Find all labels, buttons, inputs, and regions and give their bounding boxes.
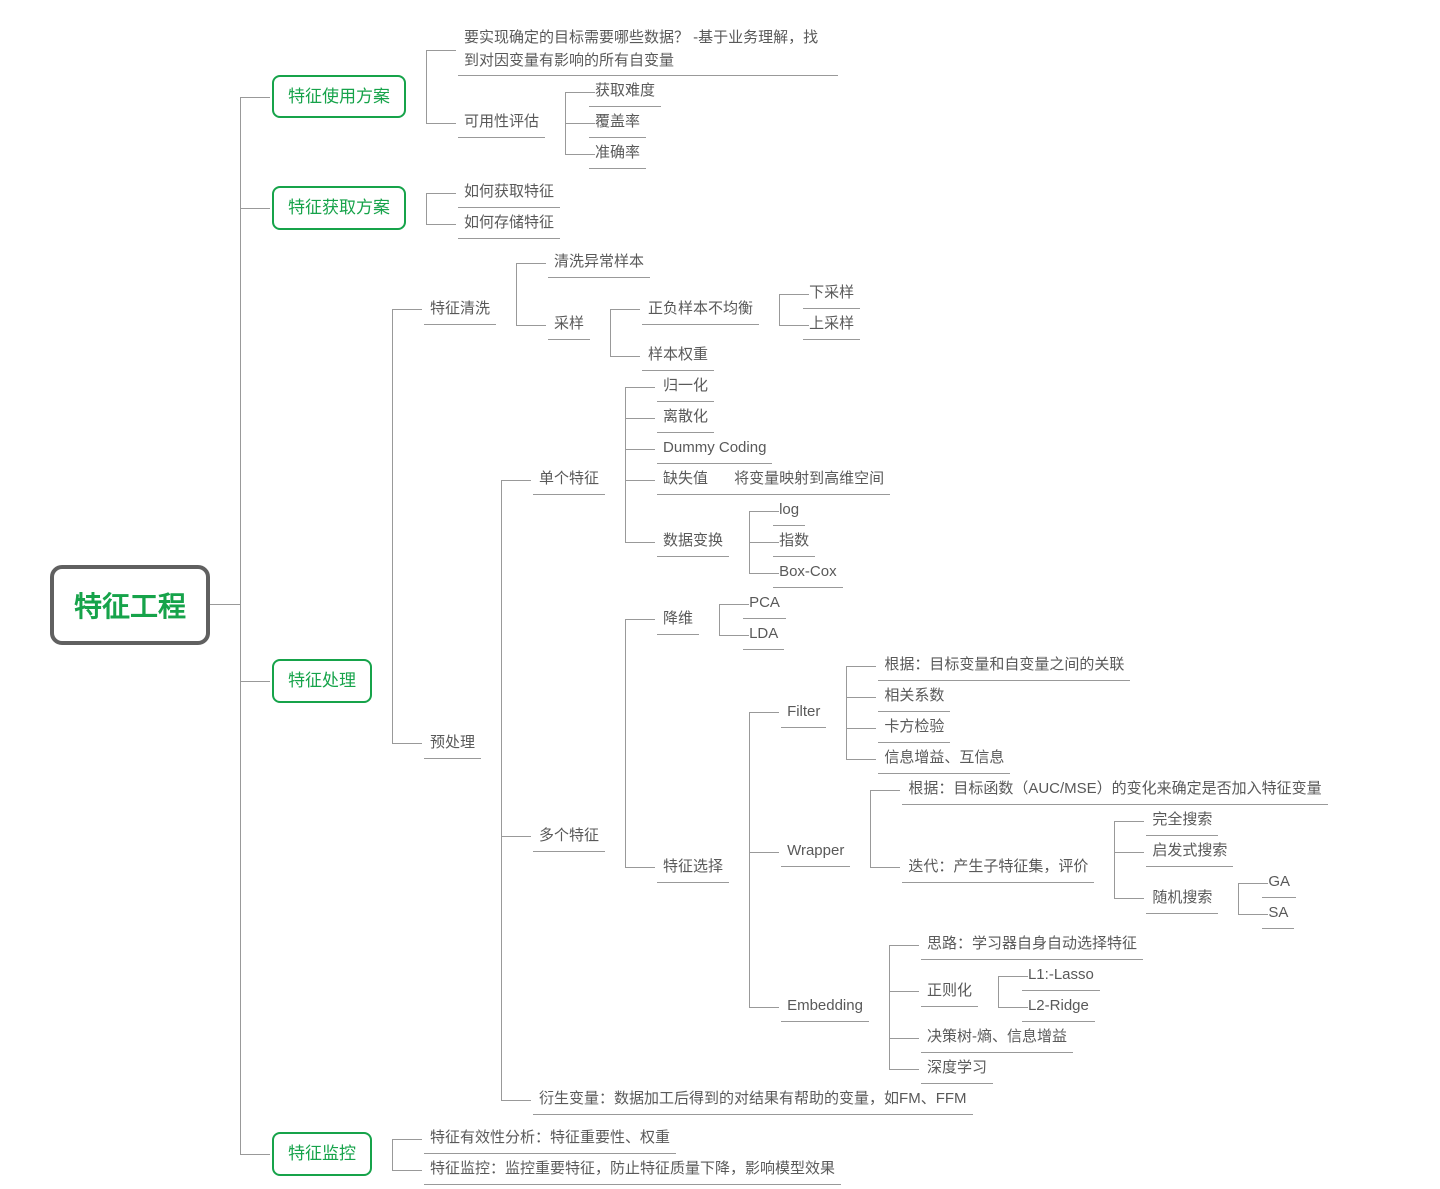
- leaf: 准确率: [589, 138, 646, 169]
- leaf: 如何获取特征: [458, 177, 560, 208]
- leaf: 指数: [773, 526, 815, 557]
- leaf: LDA: [743, 619, 784, 650]
- branch-feature-process: 特征处理 特征清洗 清洗异常样本 采样: [272, 247, 1328, 1115]
- leaf: 归一化: [657, 371, 714, 402]
- leaf: 深度学习: [921, 1053, 993, 1084]
- branch-label-monitor: 特征监控: [272, 1132, 372, 1175]
- root-node: 特征工程: [50, 565, 210, 645]
- embedding: Embedding: [781, 991, 869, 1022]
- data-transform: 数据变换: [657, 526, 729, 557]
- branch-label-usage: 特征使用方案: [272, 75, 406, 118]
- leaf: 覆盖率: [589, 107, 646, 138]
- feature-select: 特征选择: [657, 852, 729, 883]
- multi-feature: 多个特征: [533, 821, 605, 852]
- sampling: 采样: [548, 309, 590, 340]
- usage-question: 要实现确定的目标需要哪些数据？ -基于业务理解，找到对因变量有影响的所有自变量: [458, 24, 838, 76]
- leaf: PCA: [743, 588, 786, 619]
- derived-var: 衍生变量：数据加工后得到的对结果有帮助的变量，如FM、FFM: [533, 1084, 972, 1115]
- branch-label-process: 特征处理: [272, 659, 372, 702]
- leaf: 根据：目标变量和自变量之间的关联: [878, 650, 1130, 681]
- leaf: 思路：学习器自身自动选择特征: [921, 929, 1143, 960]
- missing-value: 缺失值: [657, 464, 714, 495]
- leaf: Box-Cox: [773, 557, 843, 588]
- availability-eval: 可用性评估: [458, 107, 545, 138]
- wrapper: Wrapper: [781, 836, 850, 867]
- leaf: SA: [1262, 898, 1294, 929]
- leaf: 卡方检验: [878, 712, 950, 743]
- leaf: L2-Ridge: [1022, 991, 1095, 1022]
- leaf: 获取难度: [589, 76, 661, 107]
- leaf: 根据：目标函数（AUC/MSE）的变化来确定是否加入特征变量: [902, 774, 1327, 805]
- filter: Filter: [781, 697, 826, 728]
- feature-clean: 特征清洗: [424, 294, 496, 325]
- leaf: 将变量映射到高维空间: [714, 464, 890, 495]
- branch-feature-acquire: 特征获取方案 如何获取特征 如何存储特征: [272, 177, 1328, 239]
- regularization: 正则化: [921, 976, 978, 1007]
- leaf: GA: [1262, 867, 1296, 898]
- leaf: 清洗异常样本: [548, 247, 650, 278]
- dim-reduce: 降维: [657, 604, 699, 635]
- branch-label-acquire: 特征获取方案: [272, 186, 406, 229]
- leaf: 上采样: [803, 309, 860, 340]
- leaf: Dummy Coding: [657, 433, 772, 464]
- leaf: L1:-Lasso: [1022, 960, 1100, 991]
- iterate: 迭代：产生子特征集，评价: [902, 852, 1094, 883]
- leaf: 信息增益、互信息: [878, 743, 1010, 774]
- leaf: 启发式搜索: [1146, 836, 1233, 867]
- random-search: 随机搜索: [1146, 883, 1218, 914]
- leaf: 特征监控：监控重要特征，防止特征质量下降，影响模型效果: [424, 1154, 841, 1185]
- leaf: 完全搜索: [1146, 805, 1218, 836]
- leaf: 如何存储特征: [458, 208, 560, 239]
- leaf: 样本权重: [642, 340, 714, 371]
- leaf: 下采样: [803, 278, 860, 309]
- leaf: 特征有效性分析：特征重要性、权重: [424, 1123, 676, 1154]
- branch-feature-monitor: 特征监控 特征有效性分析：特征重要性、权重 特征监控：监控重要特征，防止特征质量…: [272, 1123, 1328, 1185]
- leaf: log: [773, 495, 805, 526]
- leaf: 决策树-熵、信息增益: [921, 1022, 1073, 1053]
- leaf: 离散化: [657, 402, 714, 433]
- branch-feature-usage: 特征使用方案 要实现确定的目标需要哪些数据？ -基于业务理解，找到对因变量有影响…: [272, 24, 1328, 169]
- unbalanced: 正负样本不均衡: [642, 294, 759, 325]
- leaf: 相关系数: [878, 681, 950, 712]
- mindmap-root: 特征工程 特征使用方案 要实现确定的目标需要哪些数据？ -基于业务理解，找到对因…: [50, 20, 1328, 1189]
- single-feature: 单个特征: [533, 464, 605, 495]
- preprocess: 预处理: [424, 728, 481, 759]
